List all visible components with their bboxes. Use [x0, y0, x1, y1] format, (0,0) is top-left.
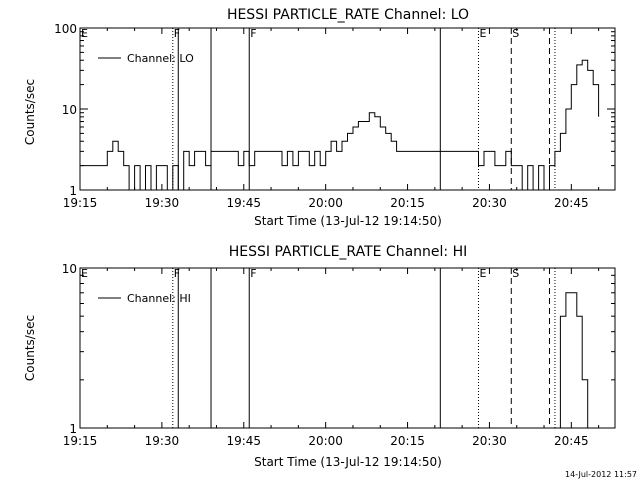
y-tick-label-hi-1: 10	[62, 262, 77, 276]
x-tick-label-hi-5: 20:30	[472, 434, 507, 448]
legend-lo: Channel: LO	[98, 52, 194, 65]
y-axis-label-hi: Counts/sec	[23, 315, 37, 381]
x-tick-label-lo-1: 19:30	[145, 196, 180, 210]
legend-hi: Channel: HI	[98, 292, 191, 305]
y-tick-label-lo-2: 100	[54, 22, 77, 36]
x-tick-label-hi-3: 20:00	[308, 434, 343, 448]
x-tick-label-hi-0: 19:15	[63, 434, 98, 448]
y-tick-label-lo-0: 1	[69, 184, 77, 198]
x-axis-label-lo: Start Time (13-Jul-12 19:14:50)	[254, 214, 442, 228]
plot-frame-hi	[79, 267, 616, 429]
ticks-lo: 19:15 19:30 19:45 20:00 20:15 20:30 20:45 1 10 10…	[54, 22, 615, 210]
x-tick-label-lo-2: 19:45	[226, 196, 261, 210]
x-tick-label-lo-3: 20:00	[308, 196, 343, 210]
x-tick-label-hi-4: 20:15	[390, 434, 425, 448]
panel-lo: HESSI PARTICLE_RATE Channel: LO Counts/s…	[23, 7, 616, 228]
event-label-hi-0: E	[81, 267, 88, 280]
x-tick-label-hi-1: 19:30	[145, 434, 180, 448]
series-line-hi-0	[554, 292, 589, 429]
event-label-lo-1: F	[174, 27, 180, 40]
legend-label-lo: Channel: LO	[127, 52, 194, 65]
panel-hi: HESSI PARTICLE_RATE Channel: HI Counts/s…	[23, 244, 616, 469]
x-tick-label-lo-0: 19:15	[63, 196, 98, 210]
event-label-lo-0: E	[81, 27, 88, 40]
x-tick-label-hi-2: 19:45	[226, 434, 261, 448]
x-tick-label-hi-6: 20:45	[554, 434, 589, 448]
chart-title-lo: HESSI PARTICLE_RATE Channel: LO	[227, 7, 469, 23]
series-line-lo-0	[80, 59, 600, 191]
event-label-hi-7: S	[512, 267, 519, 280]
y-tick-label-hi-0: 1	[69, 422, 77, 436]
y-tick-label-lo-1: 10	[62, 103, 77, 117]
x-axis-label-hi: Start Time (13-Jul-12 19:14:50)	[254, 455, 442, 469]
y-axis-label-lo: Counts/sec	[23, 79, 37, 145]
series-lo	[80, 59, 600, 191]
x-tick-label-lo-5: 20:30	[472, 196, 507, 210]
event-label-lo-6: E	[480, 27, 487, 40]
event-label-lo-7: S	[512, 27, 519, 40]
x-tick-label-lo-4: 20:15	[390, 196, 425, 210]
legend-label-hi: Channel: HI	[127, 292, 191, 305]
event-label-hi-1: F	[174, 267, 180, 280]
chart-title-hi: HESSI PARTICLE_RATE Channel: HI	[229, 244, 467, 260]
event-label-hi-4: F	[250, 267, 256, 280]
x-tick-label-lo-6: 20:45	[554, 196, 589, 210]
event-label-hi-6: E	[480, 267, 487, 280]
series-hi	[554, 292, 589, 429]
ticks-hi: 19:15 19:30 19:45 20:00 20:15 20:30 20:45 1 10	[62, 262, 615, 448]
event-label-lo-4: F	[250, 27, 256, 40]
footer-timestamp: 14-Jul-2012 11:57	[565, 470, 637, 479]
